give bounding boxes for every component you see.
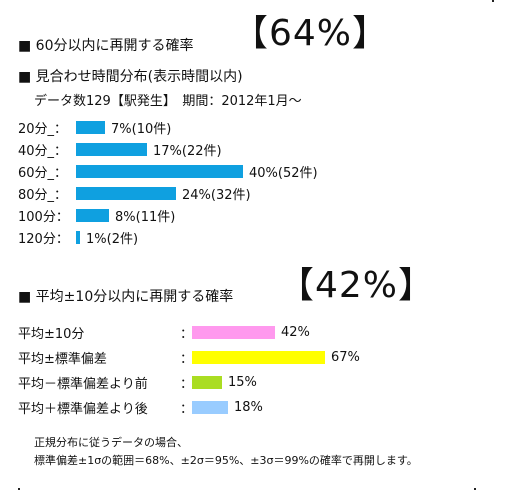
distribution-value: 24%(32件) xyxy=(182,187,251,203)
distribution-label: 100分： xyxy=(18,209,69,225)
stat-bar xyxy=(192,376,222,389)
corner-mark-bottom-left xyxy=(18,488,20,490)
reopen-within-mean-10-title: ■ 平均±10分以内に再開する確率 xyxy=(18,289,234,305)
footnote-line-1: 正規分布に従うデータの場合、 xyxy=(34,436,188,449)
stat-bar xyxy=(192,326,275,339)
stat-colon: ： xyxy=(180,327,194,342)
stat-value: 67% xyxy=(331,350,360,365)
stat-label: 平均－標準偏差より前 xyxy=(18,377,148,392)
stat-label: 平均＋標準偏差より後 xyxy=(18,402,148,417)
stat-row-after-std: 平均＋標準偏差より後 ： 18% xyxy=(18,395,418,420)
distribution-label: 60分_： xyxy=(18,165,68,181)
distribution-bar xyxy=(76,164,243,178)
stat-value: 15% xyxy=(228,375,257,390)
distribution-label: 20分_： xyxy=(18,121,68,137)
stat-bar xyxy=(192,401,228,414)
corner-mark-top-right xyxy=(492,0,494,2)
footnote: 正規分布に従うデータの場合、 標準偏差±1σの範囲＝68%、±2σ＝95%、±3… xyxy=(34,434,418,470)
stat-colon: ： xyxy=(180,402,194,417)
distribution-value: 8%(11件) xyxy=(115,209,176,225)
distribution-label: 40分_： xyxy=(18,143,68,159)
distribution-row-80: 80分_： 24%(32件) xyxy=(18,182,438,204)
distribution-label: 120分： xyxy=(18,231,69,247)
reopen-within-60-title: ■ 60分以内に再開する確率 xyxy=(18,38,194,54)
stat-row-before-std: 平均－標準偏差より前 ： 15% xyxy=(18,370,418,395)
reopen-within-60-percent: 【64%】 xyxy=(232,13,390,54)
distribution-row-120: 120分： 1%(2件) xyxy=(18,226,438,248)
distribution-label: 80分_： xyxy=(18,187,68,203)
stat-row-mean-10: 平均±10分 ： 42% xyxy=(18,320,418,345)
reopen-within-mean-10-percent: 【42%】 xyxy=(278,265,436,306)
corner-mark-bottom-right xyxy=(474,488,476,490)
distribution-bar xyxy=(76,208,109,222)
distribution-value: 7%(10件) xyxy=(111,121,172,137)
footnote-line-2: 標準偏差±1σの範囲＝68%、±2σ＝95%、±3σ＝99%の確率で再開します。 xyxy=(34,454,418,467)
mean-deviation-bars: 平均±10分 ： 42% 平均±標準偏差 ： 67% 平均－標準偏差より前 ： … xyxy=(18,320,418,420)
distribution-row-20: 20分_： 7%(10件) xyxy=(18,116,438,138)
stat-label: 平均±10分 xyxy=(18,327,85,342)
distribution-bar xyxy=(76,120,105,134)
data-count-period: データ数129【駅発生】 期間：2012年1月～ xyxy=(34,94,302,109)
stat-bar xyxy=(192,351,325,364)
stat-colon: ： xyxy=(180,352,194,367)
stat-value: 42% xyxy=(281,325,310,340)
distribution-value: 40%(52件) xyxy=(249,165,318,181)
suspension-time-distribution-title: ■ 見合わせ時間分布(表示時間以内) xyxy=(18,69,243,85)
distribution-value: 1%(2件) xyxy=(86,231,139,247)
stat-colon: ： xyxy=(180,377,194,392)
stat-value: 18% xyxy=(234,400,263,415)
distribution-row-100: 100分： 8%(11件) xyxy=(18,204,438,226)
suspension-time-distribution: 20分_： 7%(10件) 40分_： 17%(22件) 60分_： 40%(5… xyxy=(18,116,438,248)
distribution-bar xyxy=(76,142,147,156)
distribution-bar xyxy=(76,186,176,200)
distribution-value: 17%(22件) xyxy=(153,143,222,159)
distribution-row-40: 40分_： 17%(22件) xyxy=(18,138,438,160)
stat-row-mean-std: 平均±標準偏差 ： 67% xyxy=(18,345,418,370)
distribution-row-60: 60分_： 40%(52件) xyxy=(18,160,438,182)
distribution-bar xyxy=(76,230,80,244)
stat-label: 平均±標準偏差 xyxy=(18,352,107,367)
